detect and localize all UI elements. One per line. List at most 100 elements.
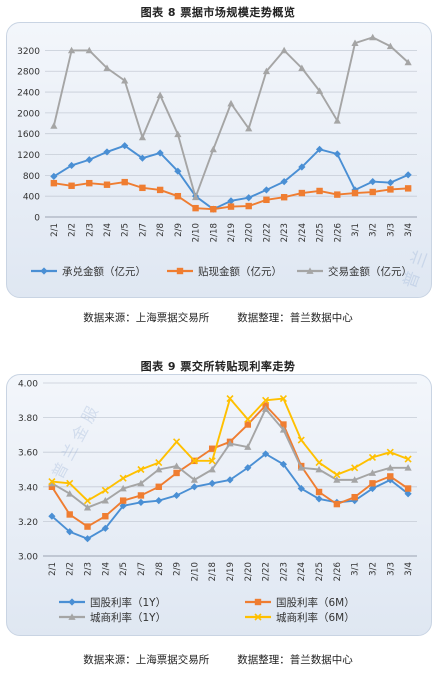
x-tick-label: 2/20 <box>245 223 255 242</box>
data-point <box>83 497 92 505</box>
x-tick-label: 2/18 <box>208 562 218 581</box>
series-line <box>52 36 409 199</box>
data-point <box>368 453 377 461</box>
data-point <box>297 436 305 444</box>
data-point <box>137 479 145 487</box>
x-tick-label: 2/4 <box>103 223 113 237</box>
data-point <box>137 498 145 506</box>
data-point <box>174 192 182 200</box>
data-point <box>280 194 288 201</box>
data-point <box>315 87 324 94</box>
y-tick-label: 3.00 <box>18 553 38 563</box>
x-tick-label: 2/23 <box>280 223 290 242</box>
data-point <box>174 130 182 138</box>
data-point <box>369 480 376 487</box>
data-point <box>103 181 111 188</box>
data-point <box>66 490 74 497</box>
data-point <box>315 459 323 467</box>
x-tick-label: 3/1 <box>351 223 361 237</box>
legend-label: 城商利率（6M） <box>276 611 355 624</box>
legend-label: 国股利率（6M） <box>276 596 355 609</box>
series-line <box>51 404 409 528</box>
legend-label: 贴现金额（亿元） <box>198 265 282 278</box>
data-point <box>227 99 235 107</box>
data-point <box>83 535 92 543</box>
x-tick-label: 2/5 <box>121 223 131 237</box>
data-point <box>280 178 288 186</box>
data-point <box>50 172 58 180</box>
y-tick-label: 4.00 <box>18 380 38 390</box>
data-point <box>404 185 412 192</box>
data-point <box>209 145 217 153</box>
data-point <box>121 178 128 186</box>
y-tick-label: 400 <box>23 193 40 203</box>
data-point <box>279 426 288 433</box>
y-tick-label: 3.60 <box>18 449 38 459</box>
legend: 国股利率（1Y） 国股利率（6M） 城商利率（1Y） 城商利率（6M） <box>59 596 355 624</box>
data-point <box>119 484 127 492</box>
legend-label: 城商利率（1Y） <box>90 611 166 624</box>
x-tick-label: 2/23 <box>279 562 289 581</box>
data-point <box>156 186 164 194</box>
legend-label: 承兑金额（亿元） <box>62 265 146 278</box>
data-point <box>119 497 127 504</box>
data-point <box>67 46 76 54</box>
data-point <box>119 474 127 482</box>
data-point <box>333 500 341 508</box>
y-tick-label: 1600 <box>17 130 40 140</box>
x-tick-label: 2/3 <box>85 223 95 237</box>
data-point <box>297 464 305 471</box>
data-point <box>84 523 91 530</box>
data-point <box>48 479 56 487</box>
data-point <box>369 178 377 186</box>
x-tick-label: 2/24 <box>298 223 308 242</box>
x-tick-label: 2/26 <box>333 562 343 581</box>
data-point <box>66 479 74 487</box>
data-point <box>298 163 306 171</box>
x-tick-label: 2/1 <box>48 562 58 576</box>
data-point <box>263 196 270 204</box>
x-tick-label: 2/8 <box>155 562 165 576</box>
data-point <box>139 184 146 192</box>
chart1-container: 0 400 800 1200 1600 2000 2400 2800 3200 2/1 2/2 2/3… <box>6 22 432 298</box>
data-point <box>172 491 181 500</box>
legend-symbol-marker <box>176 267 184 275</box>
data-point <box>404 455 412 463</box>
x-tick-label: 2/10 <box>192 223 202 242</box>
data-point <box>50 122 58 129</box>
data-point <box>86 179 93 187</box>
x-tick-label: 2/2 <box>68 223 78 237</box>
data-point <box>155 497 163 505</box>
data-point <box>262 396 270 404</box>
data-point <box>351 189 359 197</box>
x-tick-label: 2/9 <box>173 562 183 576</box>
x-tick-label: 2/18 <box>209 223 219 242</box>
data-point <box>404 490 412 498</box>
data-point <box>155 483 162 490</box>
x-tick-label: 2/19 <box>227 223 237 242</box>
data-point <box>333 150 341 158</box>
data-point <box>244 443 252 450</box>
data-point <box>174 167 182 175</box>
data-point <box>386 464 394 471</box>
x-tick-label: 2/26 <box>333 223 343 242</box>
data-point <box>85 156 93 164</box>
chart2-container: 3.00 3.20 3.40 3.60 3.80 4.00 2/1 2/2 2/3 2/4 2/5 2… <box>6 374 432 636</box>
legend-symbol-marker <box>40 267 48 275</box>
data-point <box>244 415 252 423</box>
x-tick-label: 2/7 <box>137 562 147 576</box>
data-point <box>298 189 306 197</box>
data-point <box>121 142 129 150</box>
data-point <box>208 457 216 465</box>
x-tick-label: 2/22 <box>262 223 272 242</box>
x-tick-label: 3/2 <box>369 223 379 237</box>
data-point <box>316 187 323 195</box>
data-point <box>351 464 359 472</box>
data-point <box>101 486 109 494</box>
data-point <box>227 203 235 210</box>
data-point <box>351 493 358 501</box>
data-point <box>245 124 253 132</box>
data-point <box>48 483 56 490</box>
data-point <box>280 421 287 428</box>
data-point <box>101 524 109 532</box>
